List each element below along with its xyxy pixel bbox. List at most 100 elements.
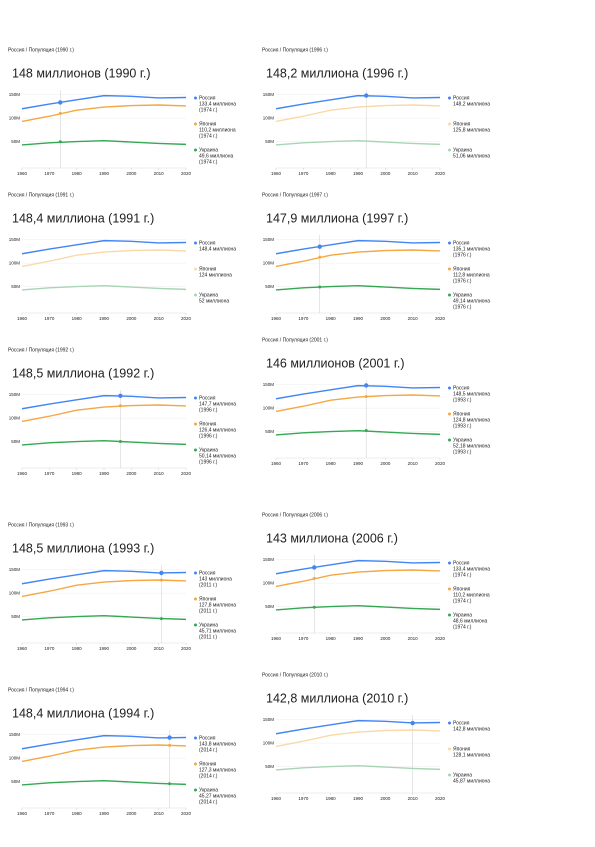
marker-point xyxy=(410,720,415,726)
legend-value: 127,3 миллиона xyxy=(199,767,236,773)
series-line xyxy=(275,239,441,255)
x-tick-label: 2000 xyxy=(126,471,137,476)
x-tick-label: 2020 xyxy=(435,636,446,641)
x-tick-label: 1990 xyxy=(99,471,110,476)
y-tick-label: 150M xyxy=(263,92,275,97)
legend-year: (2014 г.) xyxy=(199,773,218,779)
x-tick-label: 1970 xyxy=(44,471,55,476)
y-tick-label: 50M xyxy=(11,614,20,619)
legend-year: (2011 г.) xyxy=(199,582,217,588)
legend-year: (1974 г.) xyxy=(199,133,218,139)
legend-value: 51,06 миллиона xyxy=(453,153,490,159)
legend-value: 148,4 миллиона xyxy=(199,246,236,252)
legend-name: Япония xyxy=(453,746,471,752)
x-tick-label: 2000 xyxy=(380,316,391,321)
x-tick-label: 1990 xyxy=(99,316,110,321)
x-tick-label: 2010 xyxy=(154,316,165,321)
legend-value: 49,6 миллиона xyxy=(199,153,234,159)
y-tick-label: 50M xyxy=(11,139,20,144)
legend-swatch xyxy=(194,571,197,575)
x-tick-label: 1980 xyxy=(326,316,337,321)
x-tick-label: 2010 xyxy=(408,316,419,321)
legend-name: Украина xyxy=(199,787,218,793)
x-tick-label: 1970 xyxy=(44,646,55,651)
legend-swatch xyxy=(448,241,451,245)
legend-name: Япония xyxy=(453,586,471,592)
x-tick-label: 2020 xyxy=(181,171,192,176)
y-tick-label: 50M xyxy=(11,439,20,444)
x-tick-label: 2020 xyxy=(181,316,192,321)
legend-year: (1993 г.) xyxy=(453,423,472,429)
y-tick-label: 100M xyxy=(9,590,21,595)
legend-name: Япония xyxy=(199,761,217,767)
chart-title: 146 миллионов (2001 г.) xyxy=(266,356,405,370)
legend-value: 142,8 миллиона xyxy=(453,726,490,732)
legend-year: (1976 г.) xyxy=(453,278,472,284)
series-line xyxy=(275,569,441,588)
marker-point xyxy=(168,743,172,747)
marker-point xyxy=(364,383,369,388)
x-tick-label: 1970 xyxy=(298,796,309,801)
legend-name: Россия xyxy=(453,240,470,246)
legend-name: Япония xyxy=(199,596,217,602)
x-tick-label: 2000 xyxy=(126,811,137,816)
breadcrumb: Россия / Популяция (1994 г.) xyxy=(8,687,74,693)
x-tick-label: 1990 xyxy=(353,796,364,801)
x-tick-label: 1980 xyxy=(72,811,83,816)
y-tick-label: 150M xyxy=(9,567,21,572)
breadcrumb: Россия / Популяция (2006 г.) xyxy=(262,512,328,518)
breadcrumb: Россия / Популяция (1990 г.) xyxy=(8,47,74,53)
legend-value: 143 миллиона xyxy=(199,576,232,582)
x-tick-label: 2000 xyxy=(380,171,391,176)
y-tick-label: 150M xyxy=(9,92,21,97)
legend-swatch xyxy=(194,241,197,245)
series-line xyxy=(21,439,187,446)
legend-year: (1976 г.) xyxy=(453,252,472,258)
legend-name: Россия xyxy=(199,395,216,401)
x-tick-label: 1980 xyxy=(326,171,337,176)
x-tick-label: 1990 xyxy=(353,461,364,466)
legend-value: 125,8 миллиона xyxy=(453,127,490,133)
chart-title: 148,4 миллиона (1991 г.) xyxy=(12,211,154,225)
x-tick-label: 1960 xyxy=(271,796,282,801)
x-tick-label: 2010 xyxy=(408,171,419,176)
legend-swatch xyxy=(448,587,451,591)
legend-swatch xyxy=(448,412,451,416)
x-tick-label: 2020 xyxy=(181,471,192,476)
series-line xyxy=(275,249,441,268)
y-tick-label: 100M xyxy=(263,580,275,585)
x-tick-label: 2010 xyxy=(154,171,165,176)
legend-year: (1974 г.) xyxy=(199,107,218,113)
legend-value: 133,4 миллиона xyxy=(199,101,236,107)
legend-name: Россия xyxy=(199,570,216,576)
legend-swatch xyxy=(448,438,451,442)
legend-name: Украина xyxy=(199,622,218,628)
marker-point xyxy=(318,285,322,289)
chart-title: 147,9 миллиона (1997 г.) xyxy=(266,211,408,225)
legend-value: 126,4 миллиона xyxy=(199,427,236,433)
x-tick-label: 1980 xyxy=(326,461,337,466)
chart-title: 143 миллиона (2006 г.) xyxy=(266,531,398,545)
y-tick-label: 50M xyxy=(265,139,274,144)
legend-value: 135,1 миллиона xyxy=(453,246,490,252)
series-line xyxy=(21,579,187,598)
x-tick-label: 1960 xyxy=(17,471,28,476)
x-tick-label: 1990 xyxy=(99,171,110,176)
x-tick-label: 1990 xyxy=(353,636,364,641)
series-line xyxy=(21,779,187,786)
y-tick-label: 50M xyxy=(11,284,20,289)
marker-point xyxy=(318,255,322,259)
legend-value: 127,8 миллиона xyxy=(199,602,236,608)
series-line xyxy=(21,284,187,291)
marker-point xyxy=(159,617,163,621)
x-tick-label: 1980 xyxy=(72,646,83,651)
x-tick-label: 1970 xyxy=(298,636,309,641)
legend-year: (2011 г.) xyxy=(199,608,217,614)
x-tick-label: 2020 xyxy=(435,796,446,801)
legend-swatch xyxy=(448,386,451,390)
x-tick-label: 2000 xyxy=(380,636,391,641)
legend-name: Япония xyxy=(453,266,471,272)
x-tick-label: 1960 xyxy=(271,636,282,641)
marker-point xyxy=(58,100,63,105)
